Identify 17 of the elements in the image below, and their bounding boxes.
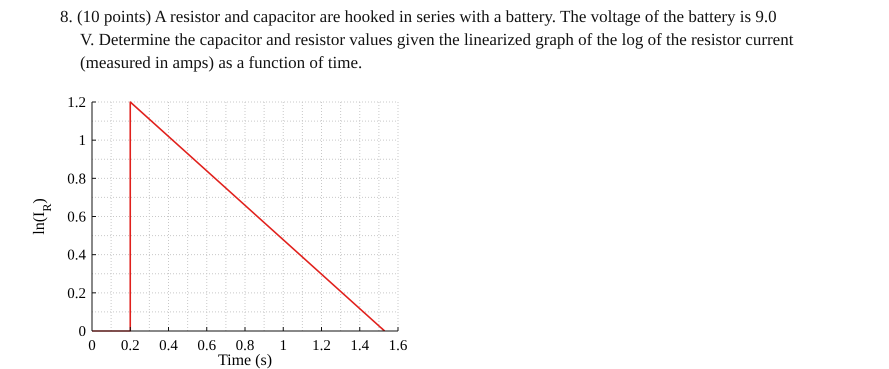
chart-title: 8. (10 points) A resistor and capacitor are hooked in series with a battery. The voltage of the battery is 9.0 V. Determine the capacitor and resistor values given the linearized graph of the log of the resistor current (measured in amps) as a function of time. [60, 7, 794, 72]
y-tick-label: 0.2 [67, 286, 86, 302]
y-tick-label: 0.6 [67, 210, 86, 226]
x-axis-title: Time (s) [218, 352, 272, 369]
x-tick-label: 0.2 [120, 338, 140, 354]
x-tick-label: 0.8 [236, 338, 254, 354]
x-tick-label: 0.4 [159, 338, 178, 354]
x-tick-label: 0.6 [197, 338, 217, 354]
y-tick-label: 1.2 [67, 95, 86, 111]
y-tick-label: 0.8 [67, 171, 86, 188]
x-tick-label: 1 [280, 338, 287, 354]
x-tick-label: 1.6 [388, 338, 408, 354]
y-tick-label: 0 [78, 324, 86, 340]
x-tick-label: 1.4 [350, 338, 370, 354]
y-tick-label: 0.4 [67, 248, 86, 264]
x-tick-label: 1.2 [312, 338, 331, 354]
y-tick-label: 1 [78, 133, 86, 150]
